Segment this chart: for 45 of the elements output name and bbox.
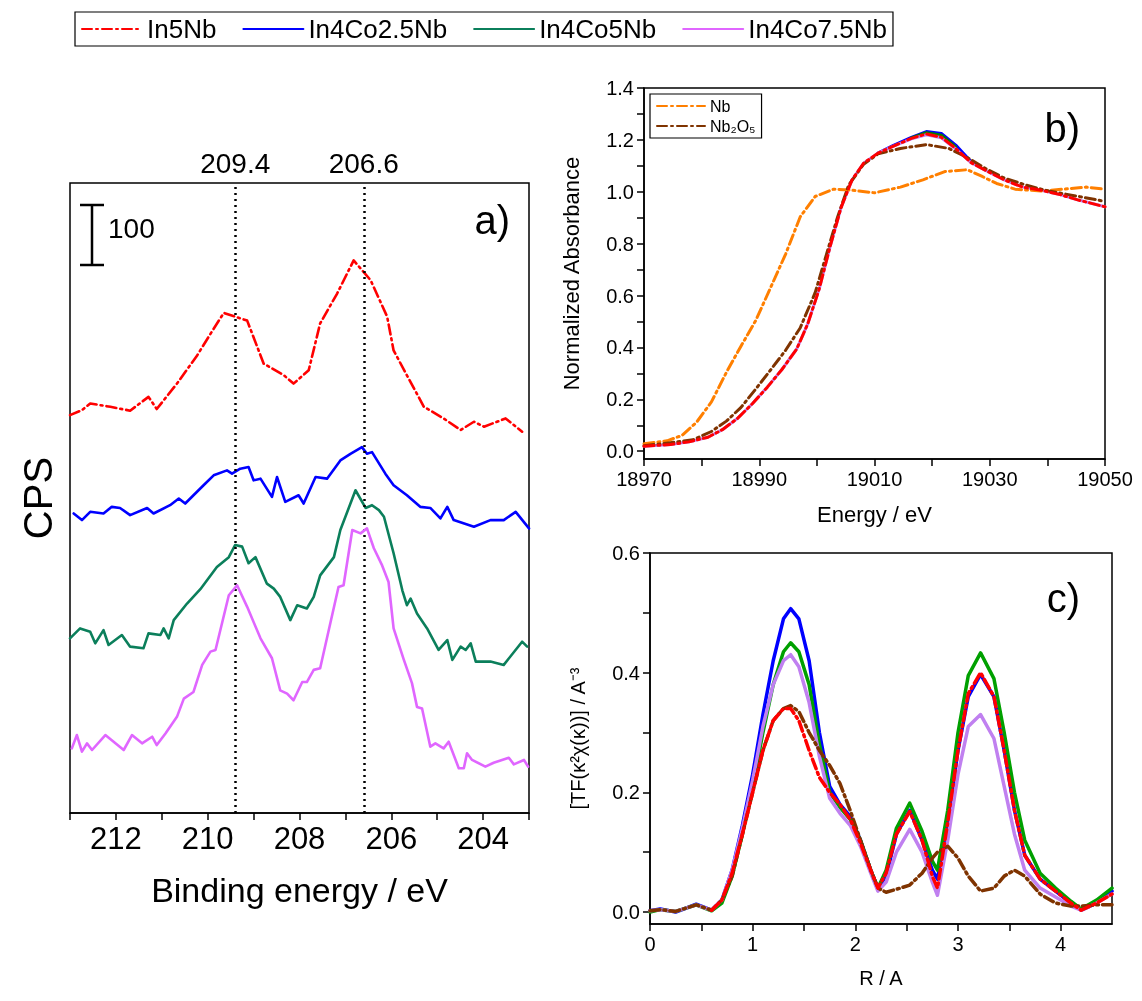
y-tick-label: 0.0 (606, 440, 634, 463)
y-tick-label: 0.2 (606, 388, 634, 411)
x-tick-label: 18990 (731, 468, 788, 490)
y-tick-label: 0.2 (612, 781, 640, 804)
ref-line-label: 206.6 (328, 147, 399, 179)
x-tick-label: 19010 (846, 468, 903, 490)
y-tick-label: 0.4 (606, 336, 634, 359)
legend-label: In5Nb (147, 14, 217, 44)
x-tick-label: 206 (365, 821, 418, 856)
x-tick-label: 19050 (1077, 468, 1133, 490)
y-tick-label: 0.6 (612, 542, 640, 564)
y-axis-title: CPS (16, 456, 60, 540)
text: a) (474, 198, 510, 242)
x-tick-label: 18970 (616, 468, 672, 490)
legend-label: Nb₂O₅ (710, 117, 756, 135)
x-axis-title: Binding energy / eV (151, 871, 449, 909)
y-tick-label: 1.4 (606, 77, 634, 99)
y-tick-label: 0.4 (612, 661, 640, 684)
text: 100 (108, 212, 155, 244)
annotation: b) (1044, 106, 1080, 150)
y-tick-label: 1.0 (606, 180, 634, 203)
x-tick-label: 19030 (961, 468, 1018, 490)
y-tick-label: 0.0 (612, 901, 640, 924)
x-tick-label: 0 (644, 933, 656, 955)
x-tick-label: 212 (90, 821, 142, 856)
x-tick-label: 3 (952, 933, 964, 955)
x-tick-label: 1 (747, 933, 759, 955)
legend-label: Nb (710, 97, 731, 115)
x-axis-title: Energy / eV (817, 501, 933, 527)
ref-line-label: 209.4 (200, 147, 271, 179)
x-tick-label: 210 (181, 821, 234, 856)
x-tick-label: 4 (1055, 933, 1067, 955)
y-tick-label: 0.6 (606, 284, 634, 307)
y-tick-label: 0.8 (606, 232, 634, 255)
annotation: c) (1046, 576, 1080, 620)
legend-label: In4Co7.5Nb (748, 14, 887, 44)
x-tick-label: 2 (849, 933, 861, 955)
y-axis-title: [TF(κ²χ(κ))] / A⁻³ (567, 667, 589, 810)
x-tick-label: 208 (273, 821, 326, 856)
legend-label: In4Co2.5Nb (308, 14, 448, 44)
legend-label: In4Co5Nb (539, 14, 657, 44)
y-tick-label: 1.2 (606, 128, 634, 151)
x-axis-title: R / A (859, 967, 904, 989)
x-tick-label: 204 (457, 821, 509, 856)
y-axis-title: Normalized Absorbance (558, 156, 584, 391)
